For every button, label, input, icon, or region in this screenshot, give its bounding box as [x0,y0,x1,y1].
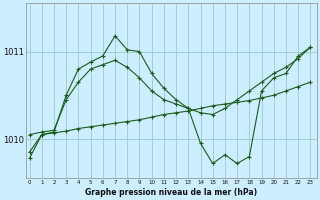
X-axis label: Graphe pression niveau de la mer (hPa): Graphe pression niveau de la mer (hPa) [85,188,257,197]
